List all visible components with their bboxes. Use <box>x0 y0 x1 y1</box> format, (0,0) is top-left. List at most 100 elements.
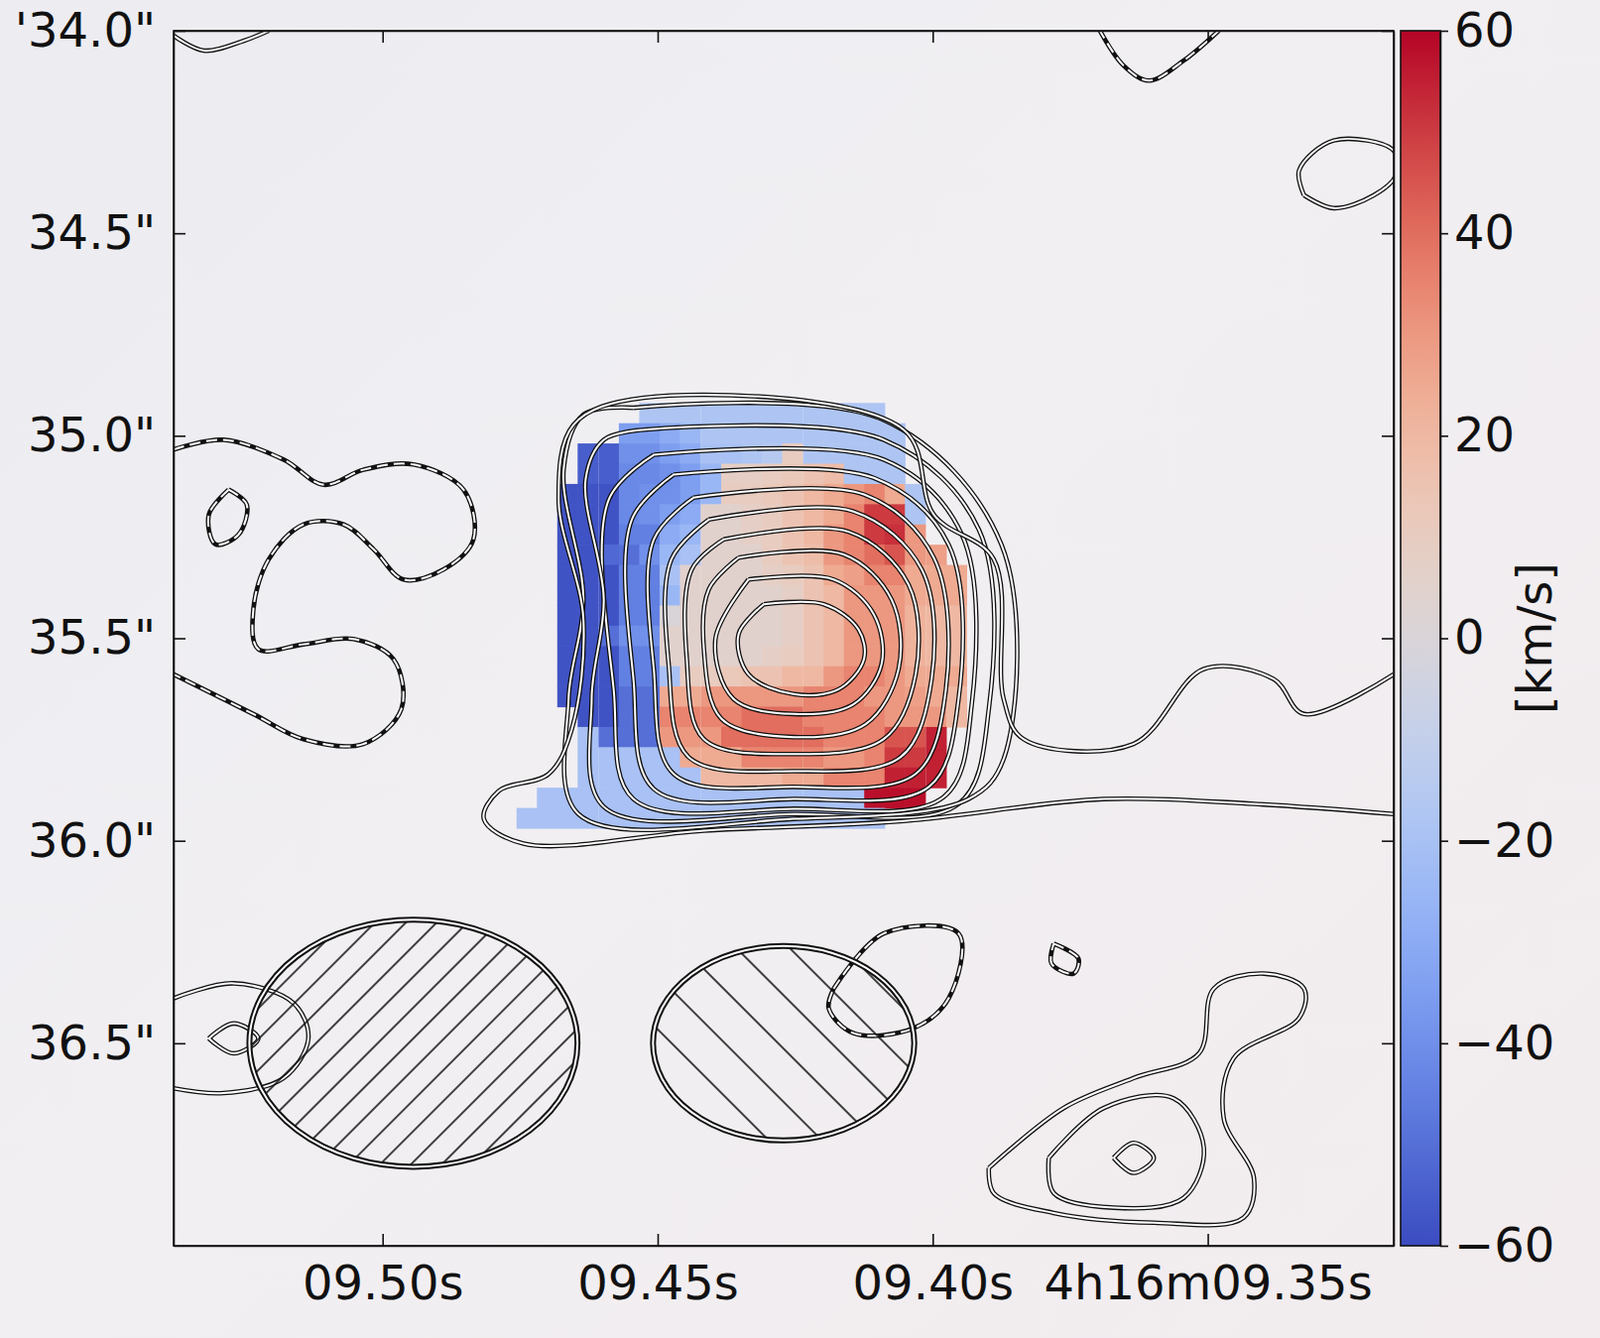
contour-outline <box>684 528 919 755</box>
cell <box>536 808 558 830</box>
tick: 35.0" <box>27 406 186 463</box>
cell <box>803 544 825 566</box>
tick: 35.5" <box>27 609 186 665</box>
tick: −20 <box>1440 812 1555 868</box>
tick-label: 36.0" <box>27 812 156 868</box>
tick-mark <box>1440 30 1449 33</box>
cell <box>782 645 804 667</box>
cell <box>638 464 660 486</box>
tick <box>932 30 934 43</box>
cell <box>782 605 804 626</box>
tick-label: 09.45s <box>577 1254 739 1311</box>
contour-outline <box>703 550 902 738</box>
contour <box>563 402 1018 831</box>
tick: 09.50s <box>302 1233 464 1311</box>
beam <box>652 946 914 1141</box>
tick: 34.5" <box>27 204 186 260</box>
cell <box>782 544 804 566</box>
x-axis-top <box>174 30 1395 43</box>
tick-label: 35.0" <box>27 406 156 463</box>
contour <box>703 550 902 738</box>
contour <box>1113 1142 1154 1173</box>
axis-line <box>174 30 1395 33</box>
cell <box>701 443 723 465</box>
tick-label: 40 <box>1454 204 1515 260</box>
plot-frame <box>173 30 1394 1246</box>
tick-mark <box>1440 233 1449 236</box>
cell <box>803 605 825 626</box>
cell <box>679 645 701 667</box>
tick-label: 4h16m09.35s <box>1043 1254 1372 1311</box>
contour-outline <box>664 507 935 772</box>
contour <box>208 490 248 546</box>
cell <box>761 524 783 546</box>
tick-label: 36.5" <box>27 1014 156 1071</box>
contours <box>173 30 1394 1226</box>
tick-label: 20 <box>1454 406 1515 463</box>
cell <box>557 585 579 607</box>
cell <box>803 746 825 768</box>
tick-label: 09.50s <box>302 1254 464 1311</box>
contour <box>1048 1095 1205 1209</box>
beam-outline <box>652 946 914 1141</box>
tick <box>382 30 384 43</box>
contour-outline <box>1113 1142 1154 1173</box>
tick-mark <box>381 1233 384 1246</box>
cell <box>782 625 804 647</box>
contour <box>684 528 919 755</box>
cell <box>741 746 763 768</box>
tick <box>1381 638 1394 640</box>
tick: 40 <box>1440 204 1515 260</box>
tick-label: 09.40s <box>853 1254 1014 1311</box>
cell <box>618 565 640 587</box>
contour <box>602 448 978 814</box>
tick: 09.45s <box>577 1233 739 1311</box>
tick-mark <box>1440 637 1449 640</box>
cell <box>782 666 804 688</box>
tick-label: 34.5" <box>27 204 156 260</box>
cell <box>782 746 804 768</box>
tick-label: −20 <box>1454 812 1555 868</box>
contour-outline <box>715 576 883 715</box>
cell <box>741 585 763 607</box>
contour <box>647 488 950 789</box>
contour-outline <box>602 448 978 814</box>
cell <box>823 666 845 688</box>
tick-mark <box>1440 1245 1449 1248</box>
cell <box>721 464 742 486</box>
cell <box>823 464 845 486</box>
cell <box>721 787 742 809</box>
cell <box>659 484 681 505</box>
cell <box>557 625 579 647</box>
cell <box>844 787 865 809</box>
tick <box>1381 435 1394 437</box>
tick: 20 <box>1440 406 1515 463</box>
cell <box>761 402 783 424</box>
tick: 60 <box>1440 1 1515 58</box>
cell <box>741 645 763 667</box>
y-axis: '34.0" 34.5" 35.0" 35.5" 36.0" 36.5" <box>14 1 186 1247</box>
tick-mark <box>173 1043 186 1046</box>
cell <box>823 645 845 667</box>
cell <box>823 625 845 647</box>
cell <box>598 767 619 789</box>
cell <box>844 565 865 587</box>
cell <box>761 625 783 647</box>
tick-label: −40 <box>1454 1014 1555 1071</box>
tick-mark <box>1440 435 1449 438</box>
y-axis-right <box>1381 31 1395 1247</box>
contour-outline <box>1050 943 1079 975</box>
cell <box>598 443 619 465</box>
tick-mark <box>1381 637 1394 640</box>
contour <box>173 439 476 746</box>
tick-label: '34.0" <box>14 1 156 58</box>
tick <box>1381 30 1394 32</box>
tick-label: 0 <box>1454 609 1485 665</box>
cell <box>536 787 558 809</box>
tick: '34.0" <box>14 1 186 58</box>
plot-area <box>173 30 1394 1226</box>
cell <box>741 625 763 647</box>
cell <box>701 402 723 424</box>
cell <box>516 808 538 830</box>
tick-label: 35.5" <box>27 609 156 665</box>
